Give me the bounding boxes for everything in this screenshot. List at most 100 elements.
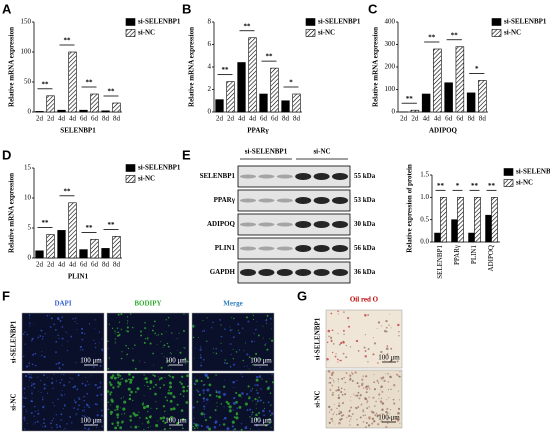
cell xyxy=(263,407,266,409)
cell xyxy=(216,402,218,404)
micrograph xyxy=(191,312,275,372)
cell xyxy=(181,375,184,378)
micrograph xyxy=(21,372,105,432)
cell xyxy=(386,399,388,401)
cell xyxy=(333,381,335,383)
cell xyxy=(256,383,259,387)
cell xyxy=(365,421,368,424)
y-tick-label: 1.5 xyxy=(420,171,429,179)
cell xyxy=(55,351,57,353)
cell xyxy=(327,370,331,373)
cell xyxy=(326,358,329,361)
cell xyxy=(330,373,334,377)
cell xyxy=(84,410,86,412)
cell xyxy=(73,407,75,409)
cell xyxy=(380,377,383,380)
cell xyxy=(195,379,199,383)
blot-band xyxy=(276,246,293,251)
cell xyxy=(389,409,392,411)
legend-label: si-SELENBP1 xyxy=(138,164,181,172)
cell xyxy=(121,413,123,415)
cell xyxy=(87,428,90,431)
cell xyxy=(335,353,337,355)
cell xyxy=(268,417,271,421)
cell xyxy=(49,326,52,328)
cell xyxy=(366,402,368,404)
cell xyxy=(386,418,389,421)
cell xyxy=(383,329,387,333)
cell xyxy=(37,412,40,415)
cell xyxy=(350,415,352,418)
cell xyxy=(236,407,238,409)
x-tick-label: 8d xyxy=(293,115,301,123)
cell xyxy=(178,332,180,334)
cell xyxy=(59,381,62,384)
cell xyxy=(141,423,143,425)
cell xyxy=(386,353,389,355)
cell xyxy=(338,402,340,404)
bar xyxy=(90,93,99,113)
cell xyxy=(75,362,77,364)
cell xyxy=(206,398,209,401)
cell xyxy=(222,392,227,396)
x-tick-label: 4d xyxy=(423,115,431,123)
cell xyxy=(107,367,110,370)
cell xyxy=(143,378,145,380)
cell xyxy=(219,318,222,321)
cell xyxy=(164,376,166,379)
cell xyxy=(51,426,53,429)
cell xyxy=(138,425,140,428)
cell xyxy=(157,376,159,378)
cell xyxy=(165,331,167,333)
cell xyxy=(162,353,163,355)
cell xyxy=(179,351,182,354)
cell xyxy=(132,359,135,362)
cell xyxy=(78,404,80,407)
cell xyxy=(377,382,380,384)
cell xyxy=(79,349,81,351)
cell xyxy=(81,331,84,334)
cell xyxy=(50,422,52,425)
cell xyxy=(232,409,234,410)
x-tick-label: ADIPOQ xyxy=(487,245,495,271)
cell xyxy=(160,341,162,342)
cell xyxy=(365,426,367,428)
cell xyxy=(162,346,164,348)
cell xyxy=(32,353,35,356)
legend-label: si-SELENBP1 xyxy=(516,168,550,176)
blot-band xyxy=(332,197,348,204)
blot-band xyxy=(240,198,256,203)
cell xyxy=(111,422,114,425)
significance-label: ** xyxy=(437,182,445,190)
cell xyxy=(231,317,233,319)
cell xyxy=(109,393,112,396)
cell xyxy=(215,395,218,398)
cell xyxy=(41,338,44,340)
cell xyxy=(343,311,345,313)
cell xyxy=(393,402,396,405)
cell xyxy=(342,329,345,332)
panel-letter: D xyxy=(2,147,11,162)
blot-band xyxy=(258,269,275,276)
cell xyxy=(43,383,46,386)
cell xyxy=(59,320,62,322)
cell xyxy=(192,406,195,409)
cell xyxy=(229,326,231,328)
cell xyxy=(203,400,205,402)
cell xyxy=(86,380,89,383)
cell xyxy=(375,400,377,403)
cell xyxy=(334,411,336,413)
x-tick-label: 2d xyxy=(411,115,419,123)
cell xyxy=(356,418,358,421)
cell xyxy=(170,353,172,355)
cell xyxy=(120,357,123,360)
cell xyxy=(373,342,377,345)
cell xyxy=(84,409,86,411)
cell xyxy=(146,338,149,340)
cell xyxy=(262,325,264,327)
legend-swatch xyxy=(125,164,136,172)
significance-label: ** xyxy=(471,182,479,190)
cell xyxy=(238,405,242,409)
cell xyxy=(127,347,130,350)
cell xyxy=(87,384,89,386)
